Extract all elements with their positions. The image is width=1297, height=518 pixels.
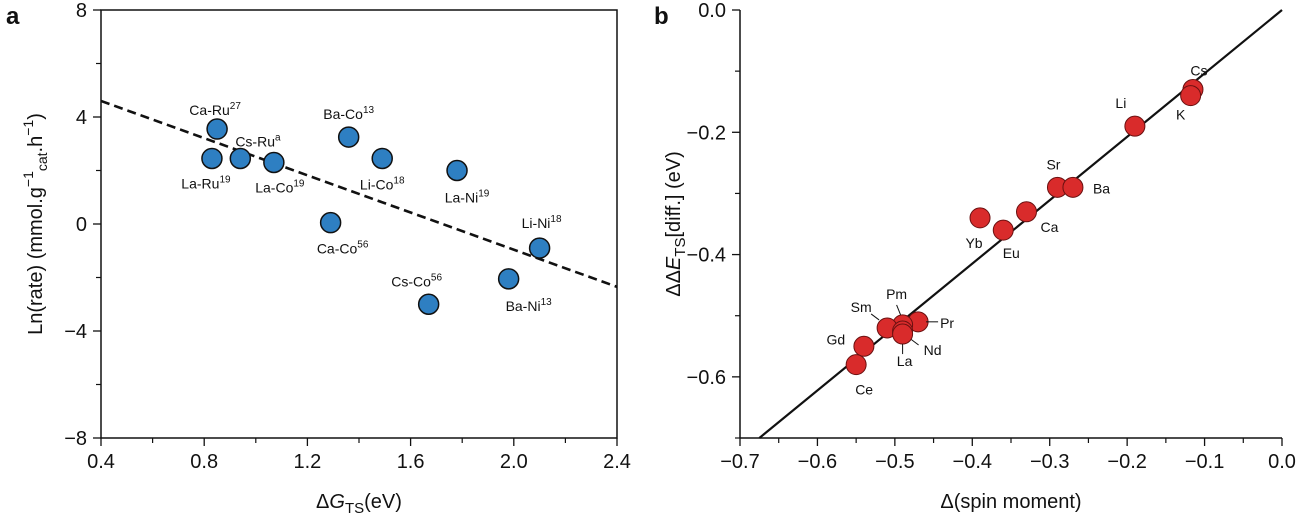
x-tick-label: −0.7 xyxy=(720,451,759,473)
data-point xyxy=(206,118,228,140)
data-point xyxy=(337,126,360,148)
label-arrow xyxy=(896,304,902,316)
y-tick-label: −8 xyxy=(64,428,87,450)
y-axis-title: Ln(rate) (mmol.g−1cat.h−1) xyxy=(20,113,50,335)
data-point xyxy=(969,207,991,229)
y-tick-label: 0 xyxy=(76,214,87,236)
point-label: Li-Ni18 xyxy=(522,214,562,231)
point-label: La-Co19 xyxy=(255,178,305,195)
x-tick-label: 1.6 xyxy=(397,451,425,473)
x-tick-label: −0.3 xyxy=(1030,451,1069,473)
y-tick-label: −0.6 xyxy=(687,367,726,389)
point-label: K xyxy=(1176,107,1186,123)
point-label: Ba-Co13 xyxy=(323,105,374,122)
point-label: Ca-Co56 xyxy=(317,240,369,257)
point-label: Ba xyxy=(1093,180,1110,196)
y-tick-label: 0.0 xyxy=(698,0,726,22)
data-point xyxy=(229,147,252,170)
data-point xyxy=(845,354,867,376)
data-point xyxy=(1124,115,1146,137)
data-point xyxy=(371,147,393,170)
x-tick-label: 2.4 xyxy=(603,451,631,473)
data-point xyxy=(497,268,520,290)
point-label: La-Ru19 xyxy=(181,174,231,191)
data-point xyxy=(1062,176,1084,198)
point-label: Sm xyxy=(851,299,872,315)
label-arrow xyxy=(910,338,919,346)
x-tick-label: 0.8 xyxy=(190,451,218,473)
x-tick-label: 0.0 xyxy=(1268,451,1296,473)
data-point xyxy=(417,293,440,315)
point-label: Ca-Ru27 xyxy=(189,101,241,118)
x-axis-title: Δ(spin moment) xyxy=(940,491,1081,513)
point-label: Li-Co18 xyxy=(360,175,405,192)
point-label: Cs xyxy=(1190,62,1207,78)
panel-b-chart: −0.7 −0.6 −0.5 −0.4 −0.3 −0.2 −0.1 0.0 0.0 −0.2 −0… xyxy=(663,0,1296,513)
x-tick-label: −0.4 xyxy=(953,451,992,473)
point-label: Pr xyxy=(940,315,954,331)
panel-b-letter: b xyxy=(654,3,669,30)
data-point xyxy=(263,151,285,174)
data-point xyxy=(992,219,1014,241)
point-label: Cs-Co56 xyxy=(391,272,442,289)
x-axis-title: ΔGTS(eV) xyxy=(316,491,402,517)
x-tick-label: −0.5 xyxy=(875,451,914,473)
x-tick-label: 1.2 xyxy=(293,451,321,473)
data-point xyxy=(1180,85,1202,107)
point-label: Nd xyxy=(924,342,942,358)
y-axis-title: ΔΔETS[diff.] (eV) xyxy=(663,151,689,297)
y-tick-label: −4 xyxy=(64,321,87,343)
trend-line xyxy=(100,99,618,289)
x-tick-label: 2.0 xyxy=(500,451,528,473)
data-point xyxy=(201,147,223,170)
data-point xyxy=(892,323,914,345)
data-point xyxy=(853,335,875,357)
data-point xyxy=(1015,201,1037,223)
panel-a-chart: 0.4 0.8 1.2 1.6 2.0 2.4 8 4 0 −4 −8 Ca-Ru27 La-Ru19 C… xyxy=(20,0,631,517)
y-tick-label: 4 xyxy=(76,107,87,129)
x-tick-label: 0.4 xyxy=(87,451,115,473)
point-label: Sr xyxy=(1046,156,1060,172)
point-label: Ce xyxy=(855,382,873,398)
data-point xyxy=(446,159,468,182)
y-tick-label: −0.4 xyxy=(687,245,726,267)
y-tick-label: −0.2 xyxy=(687,122,726,144)
point-label: La-Ni19 xyxy=(445,189,490,206)
label-arrow xyxy=(870,313,880,321)
point-label: La xyxy=(897,353,913,369)
data-point xyxy=(319,211,342,234)
point-label: Gd xyxy=(827,331,846,347)
point-label: Cs-Rua xyxy=(235,132,281,149)
x-tick-label: −0.6 xyxy=(798,451,837,473)
x-tick-label: −0.2 xyxy=(1107,451,1146,473)
point-label: Pm xyxy=(886,286,907,302)
point-label: Ba-Ni13 xyxy=(506,297,553,314)
panel-a-letter: a xyxy=(6,3,20,30)
point-label: Ca xyxy=(1040,219,1058,235)
y-tick-label: 8 xyxy=(76,0,87,22)
x-tick-label: −0.1 xyxy=(1185,451,1224,473)
point-label: Yb xyxy=(965,235,982,251)
point-label: Li xyxy=(1115,95,1126,111)
point-label: Eu xyxy=(1003,245,1020,261)
data-point xyxy=(528,237,551,259)
